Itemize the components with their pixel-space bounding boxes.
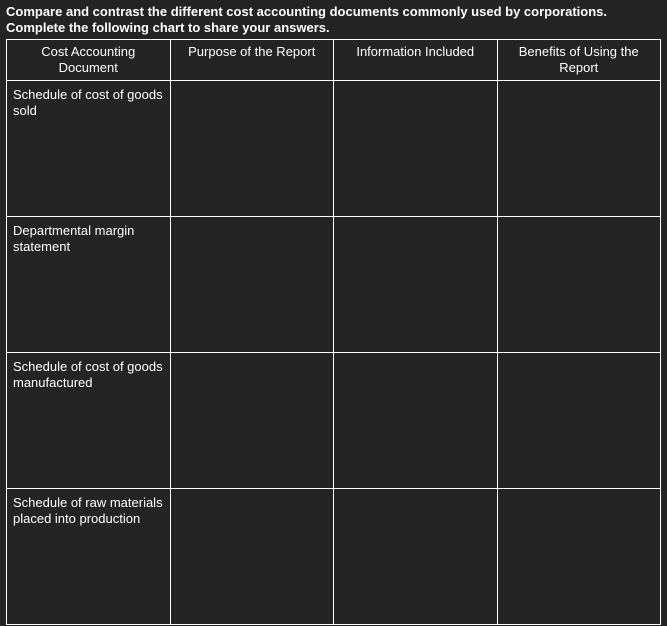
cell-empty <box>334 217 498 353</box>
cell-empty <box>170 81 334 217</box>
table-row: Schedule of cost of goods sold <box>7 81 661 217</box>
cell-empty <box>334 81 498 217</box>
header-cell-0: Cost Accounting Document <box>7 39 171 81</box>
header-cell-2: Information Included <box>334 39 498 81</box>
cell-empty <box>170 353 334 489</box>
cell-empty <box>497 217 661 353</box>
row-label: Schedule of cost of goods manufactured <box>7 353 171 489</box>
table-row: Departmental margin statement <box>7 217 661 353</box>
worksheet-container: Compare and contrast the different cost … <box>0 0 667 626</box>
instruction-text: Compare and contrast the different cost … <box>6 4 661 37</box>
cell-empty <box>497 353 661 489</box>
row-label: Schedule of cost of goods sold <box>7 81 171 217</box>
row-label: Departmental margin statement <box>7 217 171 353</box>
table-row: Schedule of raw materials placed into pr… <box>7 489 661 625</box>
header-row: Cost Accounting Document Purpose of the … <box>7 39 661 81</box>
cost-accounting-table: Cost Accounting Document Purpose of the … <box>6 39 661 626</box>
header-cell-1: Purpose of the Report <box>170 39 334 81</box>
header-cell-3: Benefits of Using the Report <box>497 39 661 81</box>
table-row: Schedule of cost of goods manufactured <box>7 353 661 489</box>
cell-empty <box>497 81 661 217</box>
cell-empty <box>497 489 661 625</box>
row-label: Schedule of raw materials placed into pr… <box>7 489 171 625</box>
cell-empty <box>334 489 498 625</box>
cell-empty <box>170 217 334 353</box>
cell-empty <box>334 353 498 489</box>
cell-empty <box>170 489 334 625</box>
